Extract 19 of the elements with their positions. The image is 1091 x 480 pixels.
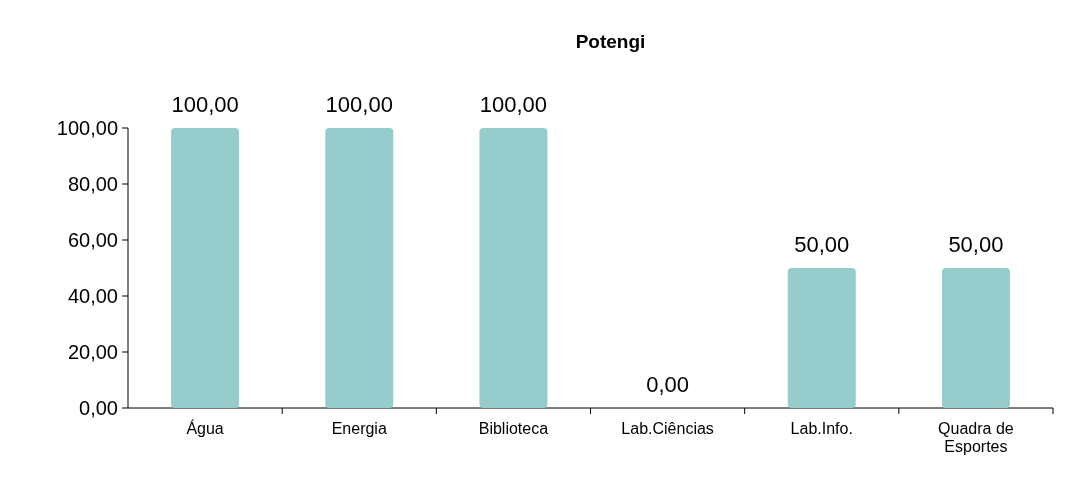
data-label: 50,00 (794, 232, 850, 257)
y-tick-label: 60,00 (67, 229, 118, 251)
data-label: 100,00 (171, 92, 239, 117)
x-tick-label: Água (186, 419, 224, 437)
x-tick-label: Biblioteca (478, 420, 549, 437)
y-tick-label: 20,00 (67, 341, 118, 363)
x-tick-label: Energia (331, 420, 387, 437)
data-label: 50,00 (948, 232, 1004, 257)
data-label: 0,00 (646, 372, 689, 397)
x-tick-label: Lab.Info. (790, 420, 853, 437)
data-label: 100,00 (479, 92, 548, 117)
x-tick-label: Quadra de Esportes (938, 420, 1014, 455)
chart-title: Potengi (575, 31, 646, 52)
y-tick-label: 80,00 (67, 173, 118, 195)
data-label: 100,00 (325, 92, 393, 117)
x-tick-label: Lab.Ciências (621, 420, 714, 437)
y-tick-label: 40,00 (67, 285, 118, 307)
y-tick-label: 100,00 (56, 117, 118, 139)
y-tick-label: 0,00 (79, 397, 118, 419)
